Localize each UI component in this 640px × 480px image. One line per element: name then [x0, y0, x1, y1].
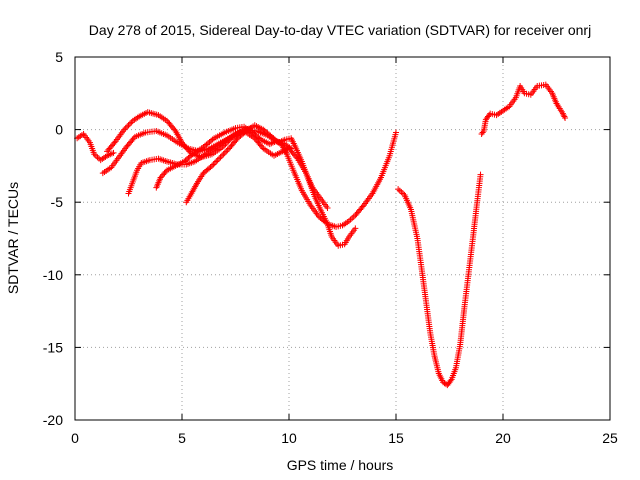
x-tick-label: 5: [178, 430, 186, 446]
data-point: [559, 110, 566, 117]
data-point: [111, 139, 118, 146]
plot-frame: [74, 56, 611, 421]
data-point: [188, 152, 195, 159]
data-point: [208, 162, 215, 169]
x-tick-label: 20: [495, 430, 511, 446]
data-point: [158, 173, 165, 180]
data-point: [160, 171, 167, 178]
y-tick-label: 5: [55, 49, 63, 65]
data-point: [171, 126, 178, 133]
data-point: [124, 123, 131, 130]
data-point: [256, 135, 263, 142]
series-arc-3: [104, 109, 331, 212]
series-arc-8: [478, 81, 569, 137]
data-point: [214, 157, 221, 164]
data-point: [562, 114, 569, 121]
series-arc-7: [395, 171, 484, 389]
data-point: [121, 126, 128, 133]
data-point: [126, 120, 133, 127]
data-point: [561, 113, 568, 120]
data-point: [207, 164, 214, 171]
data-point: [447, 377, 454, 384]
y-tick-label: -20: [43, 412, 63, 428]
y-tick-label: 0: [55, 122, 63, 138]
data-point: [223, 148, 230, 155]
data-point: [324, 205, 331, 212]
data-point: [477, 171, 484, 178]
data-point: [288, 145, 295, 152]
data-marks: [74, 81, 569, 389]
data-point: [241, 129, 248, 136]
data-point: [352, 225, 359, 232]
data-point: [211, 159, 218, 166]
data-point: [359, 203, 366, 210]
data-point: [110, 149, 117, 156]
x-tick-label: 0: [71, 430, 79, 446]
data-point: [125, 122, 132, 129]
data-point: [267, 132, 274, 139]
data-point: [130, 135, 137, 142]
data-point: [486, 112, 493, 119]
data-point: [224, 146, 231, 153]
data-point: [233, 136, 240, 143]
series-arc-6: [183, 122, 359, 249]
x-tick-label: 25: [602, 430, 618, 446]
data-point: [479, 129, 486, 136]
data-point: [122, 125, 129, 132]
data-point: [393, 129, 399, 136]
chart-title: Day 278 of 2015, Sidereal Day-to-day VTE…: [89, 22, 591, 38]
y-tick-label: -15: [43, 339, 63, 355]
x-tick-label: 15: [388, 430, 404, 446]
data-point: [128, 119, 135, 126]
data-point: [560, 112, 567, 119]
data-point: [210, 161, 217, 168]
data-point: [259, 144, 266, 151]
data-point: [161, 170, 168, 177]
data-point: [217, 154, 224, 161]
y-tick-label: -10: [43, 267, 63, 283]
data-point: [213, 158, 220, 165]
x-axis-label: GPS time / hours: [287, 457, 394, 473]
x-tick-label: 10: [281, 430, 297, 446]
data-point: [157, 174, 164, 181]
y-tick-label: -5: [51, 194, 64, 210]
data-point: [221, 149, 228, 156]
data-point: [216, 155, 223, 162]
tick-labels: 0 5 10 15 20 25 5 0 -5 -10 -15 -20: [43, 49, 618, 446]
data-point: [218, 152, 225, 159]
data-point: [186, 148, 193, 155]
y-axis-label: SDTVAR / TECUs: [5, 182, 21, 294]
data-point: [220, 151, 227, 158]
series-arc-1: [74, 130, 117, 164]
